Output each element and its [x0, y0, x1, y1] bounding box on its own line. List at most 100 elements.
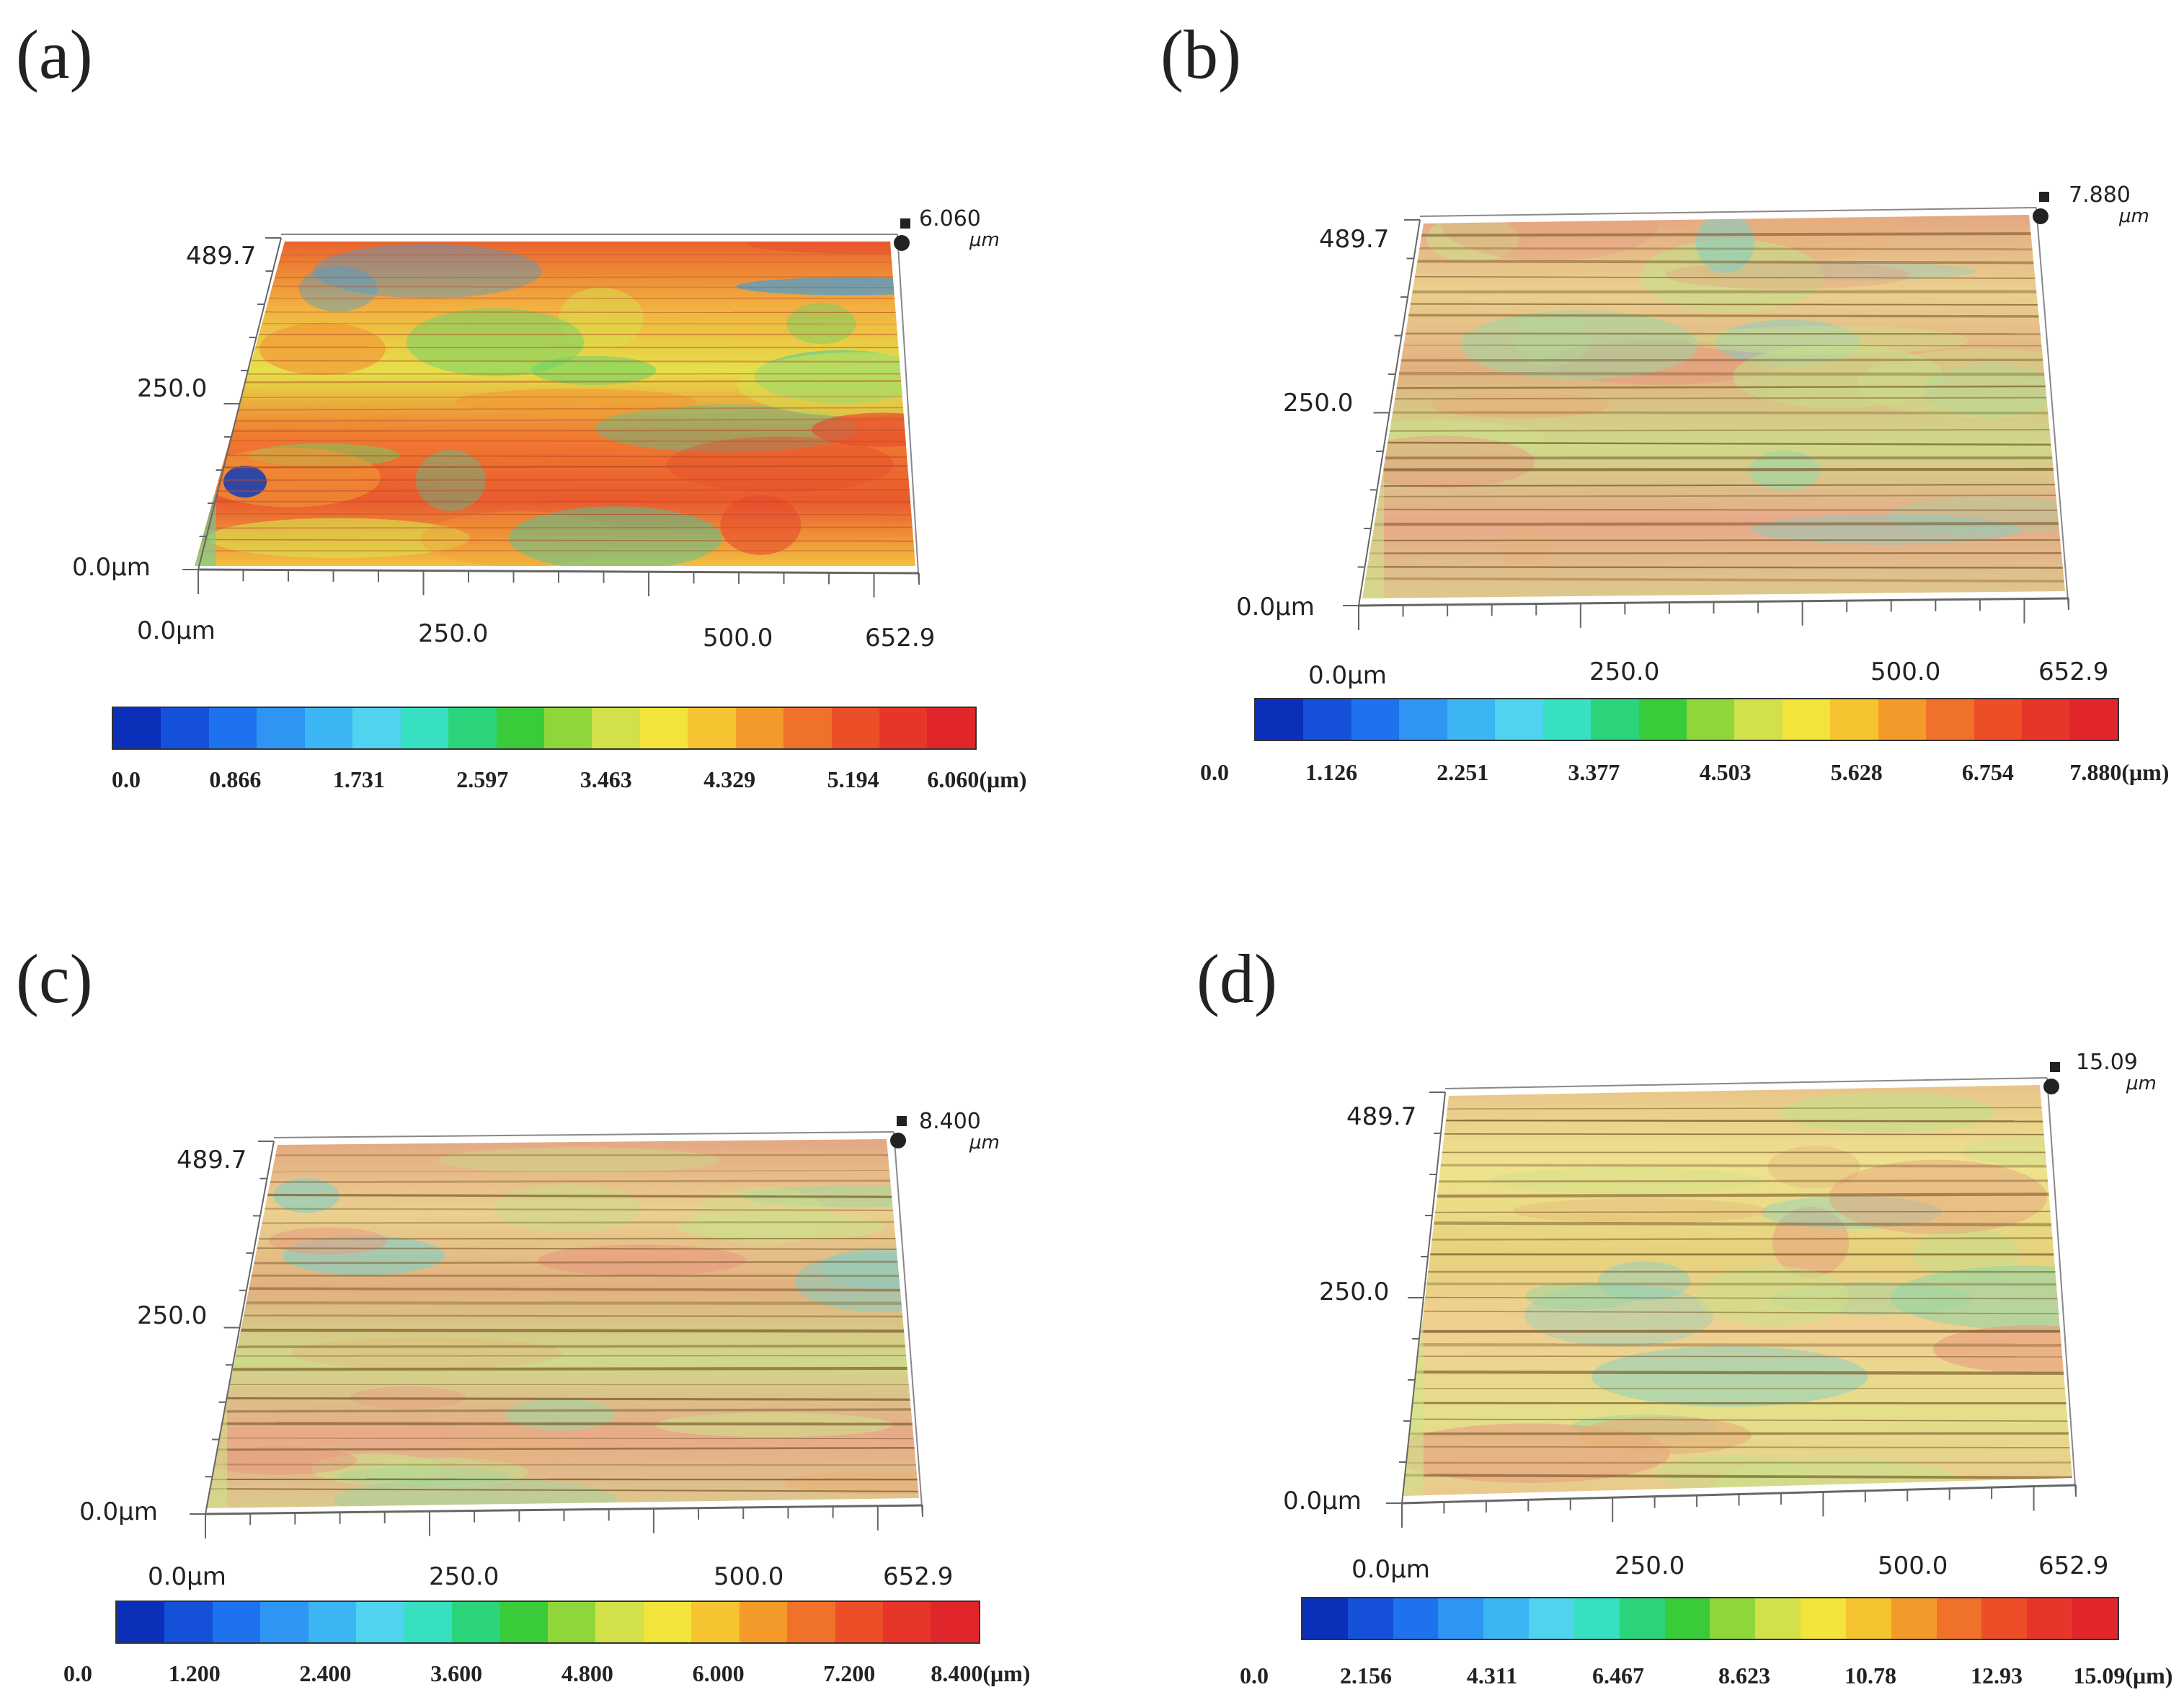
x-axis-origin-label: 0.0μm: [137, 616, 216, 645]
colorbar-tick-label: 0.0: [1200, 759, 1229, 785]
colorbar-segment: [352, 708, 401, 748]
x-axis-end-label: 652.9: [2038, 658, 2109, 686]
colorbar-segment: [1495, 699, 1543, 740]
colorbar-segment: [547, 1602, 596, 1642]
colorbar-segment: [404, 1602, 453, 1642]
y-axis-mid-label: 250.0: [137, 374, 208, 403]
colorbar-tick-label: 0.0: [112, 766, 141, 792]
colorbar-tick-label: 15.09(μm): [2073, 1663, 2173, 1688]
colorbar-tick-label: 2.156: [1340, 1663, 1392, 1688]
colorbar-tick-label: 7.200: [823, 1660, 876, 1686]
colorbar-segment: [643, 1602, 692, 1642]
colorbar-segment: [2022, 699, 2070, 740]
colorbar-segment: [1529, 1598, 1574, 1639]
y-axis-mid-label: 250.0: [137, 1301, 208, 1330]
colorbar-segment: [1830, 699, 1878, 740]
x-axis-end-label: 652.9: [2038, 1551, 2109, 1580]
colorbar-segment: [1438, 1598, 1484, 1639]
colorbar-tick-label: 2.400: [299, 1660, 352, 1686]
colorbar-segment: [496, 708, 544, 748]
x-axis-tick-250: 250.0: [429, 1562, 500, 1591]
colorbar-segment: [1351, 699, 1400, 740]
colorbar-segment: [2069, 699, 2118, 740]
panel-label-b: (b): [1160, 16, 1241, 93]
x-axis-tick-250: 250.0: [418, 619, 489, 648]
colorbar-tick-label: 8.400(μm): [931, 1660, 1031, 1686]
colorbar-segment: [1347, 1598, 1393, 1639]
z-max-label: 8.400 μm: [919, 1110, 1000, 1153]
colorbar-segment: [879, 708, 928, 748]
panel-label-a: (a): [16, 16, 93, 93]
colorbar-tick-label: 4.503: [1699, 759, 1752, 785]
colorbar-segment: [927, 708, 975, 748]
colorbar-segment: [595, 1602, 644, 1642]
colorbar-segment: [1755, 1598, 1801, 1639]
colorbar-segment: [1447, 699, 1496, 740]
colorbar-segment: [1878, 699, 1927, 740]
x-axis-tick-250: 250.0: [1615, 1551, 1685, 1580]
colorbar-tick-label: 5.628: [1830, 759, 1883, 785]
colorbar-tick-label: 4.800: [561, 1660, 613, 1686]
colorbar-segment: [2027, 1598, 2073, 1639]
colorbar: [1301, 1597, 2119, 1640]
colorbar-ticks: 0.0 1.126 2.251 3.377 4.503 5.628 6.754 7.880(μ…: [1200, 759, 2169, 789]
colorbar-tick-label: 1.200: [168, 1660, 221, 1686]
y-axis-origin-label: 0.0μm: [79, 1497, 158, 1526]
colorbar-segment: [308, 1602, 357, 1642]
y-axis-origin-label: 0.0μm: [1236, 593, 1315, 621]
colorbar-segment: [787, 1602, 835, 1642]
colorbar: [115, 1601, 980, 1644]
colorbar-segment: [1483, 1598, 1530, 1639]
z-max-value: 15.09: [2076, 1050, 2138, 1075]
colorbar-tick-label: 2.251: [1437, 759, 1489, 785]
z-max-unit: μm: [2126, 1072, 2157, 1094]
colorbar-ticks: 0.0 1.200 2.400 3.600 4.800 6.000 7.200 8.400(μ…: [63, 1660, 1030, 1691]
colorbar-tick-label: 4.311: [1466, 1663, 1518, 1688]
colorbar-segment: [117, 1602, 165, 1642]
colorbar-segment: [1801, 1598, 1846, 1639]
colorbar-tick-label: 3.377: [1568, 759, 1620, 785]
colorbar-segment: [1845, 1598, 1891, 1639]
colorbar-segment: [113, 708, 161, 748]
colorbar-segment: [931, 1602, 979, 1642]
z-max-unit: μm: [2119, 205, 2149, 227]
y-axis-top-label: 489.7: [1346, 1102, 1417, 1131]
colorbar-segment: [1302, 1598, 1348, 1639]
x-axis-tick-250: 250.0: [1589, 658, 1660, 686]
x-axis-end-label: 652.9: [883, 1562, 954, 1591]
colorbar-segment: [1981, 1598, 2028, 1639]
colorbar-segment: [883, 1602, 931, 1642]
colorbar-segment: [1686, 699, 1735, 740]
colorbar-tick-label: 1.126: [1305, 759, 1358, 785]
x-axis-tick-500: 500.0: [1878, 1551, 1948, 1580]
y-axis-mid-label: 250.0: [1283, 389, 1354, 417]
colorbar-tick-label: 5.194: [827, 766, 879, 792]
colorbar-tick-label: 1.731: [332, 766, 385, 792]
colorbar-tick-label: 7.880(μm): [2069, 759, 2170, 785]
colorbar-tick-label: 0.0: [1240, 1663, 1269, 1688]
panel-a: 489.7 250.0 0.0μm 0.0μm 250.0 500.0 652.…: [0, 0, 1092, 850]
z-max-value: 7.880: [2069, 182, 2131, 208]
panel-b: 489.7 250.0 0.0μm 0.0μm 250.0 500.0 652.…: [1200, 182, 2169, 789]
colorbar-segment: [1303, 699, 1351, 740]
colorbar: [112, 707, 977, 750]
colorbar-segment: [260, 1602, 308, 1642]
x-axis-origin-label: 0.0μm: [1351, 1555, 1430, 1584]
colorbar-segment: [1664, 1598, 1710, 1639]
x-axis-tick-500: 500.0: [703, 624, 773, 652]
colorbar-segment: [448, 708, 497, 748]
panel-label-c: (c): [16, 940, 93, 1017]
colorbar-segment: [161, 708, 209, 748]
colorbar-segment: [400, 708, 449, 748]
colorbar-segment: [735, 708, 784, 748]
x-axis-tick-500: 500.0: [1870, 658, 1941, 686]
colorbar-segment: [1974, 699, 2022, 740]
colorbar-segment: [835, 1602, 883, 1642]
colorbar-segment: [356, 1602, 404, 1642]
panel-c: 489.7 250.0 0.0μm 0.0μm 250.0 500.0 652.…: [63, 1110, 1030, 1691]
z-max-label: 6.060 μm: [919, 208, 1000, 250]
z-max-value: 6.060: [919, 206, 981, 231]
